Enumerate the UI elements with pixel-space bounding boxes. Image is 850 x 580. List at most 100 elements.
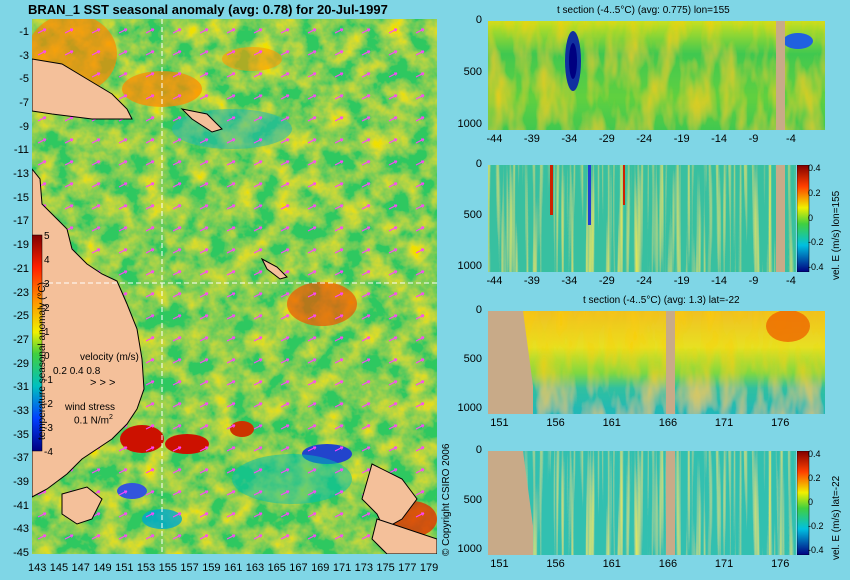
australia-land xyxy=(32,168,145,498)
section-xtick-label: 151 xyxy=(490,417,509,429)
vel-colorbar-tick: 0.2 xyxy=(808,187,821,198)
wind-legend-value: 0.1 N/m2 xyxy=(74,414,113,427)
section-xtick-label: -34 xyxy=(561,133,578,145)
wind-legend-value-text: 0.1 N/m xyxy=(74,415,110,427)
sst-colorbar-tick: 5 xyxy=(44,231,50,242)
vel-colorbar-tick: 0.4 xyxy=(808,449,821,459)
temp-section-lat-22 xyxy=(488,311,825,414)
map-ytick-label: -9 xyxy=(19,120,29,133)
section-ytick-label: 1000 xyxy=(457,402,482,415)
section-ytick-label: 500 xyxy=(463,493,482,506)
sst-colorbar-tick: 4 xyxy=(44,255,50,266)
map-xtick-label: 169 xyxy=(311,562,330,574)
panel3-title: t section (-4..5°C) (avg: 1.3) lat=-22 xyxy=(583,295,740,306)
section-xtick-label: -29 xyxy=(598,133,615,145)
section-xtick-label: 156 xyxy=(546,417,565,429)
sst-colorbar-tick: -1 xyxy=(44,375,53,386)
map-ytick-label: -31 xyxy=(13,381,29,394)
section-xtick-label: -24 xyxy=(636,133,653,145)
section-xtick-label: 161 xyxy=(602,558,621,570)
map-ytick-label: -17 xyxy=(13,215,29,228)
vel-colorbar-tick: 0 xyxy=(808,212,814,223)
map-ytick-label: -37 xyxy=(13,452,29,465)
temp-section-lon155 xyxy=(488,21,825,130)
map-xtick-label: 151 xyxy=(115,562,134,574)
section-ytick-label: 0 xyxy=(475,158,482,170)
section-xtick-label: 156 xyxy=(546,558,565,570)
sst-anomaly-map xyxy=(32,19,437,554)
map-xtick-label: 165 xyxy=(267,562,286,574)
sst-colorbar-tick: -2 xyxy=(44,399,53,410)
section-xtick-label: 171 xyxy=(714,417,734,429)
section-ytick-label: 0 xyxy=(475,14,482,26)
sst-colorbar-tick: 1 xyxy=(44,327,50,338)
section-land xyxy=(666,311,675,414)
vel-colorbar-tick: -0.2 xyxy=(808,237,824,248)
section-xtick-label: -19 xyxy=(673,133,690,145)
section-xtick-label: -4 xyxy=(786,133,796,145)
section-xtick-label: -44 xyxy=(486,133,503,145)
section-land xyxy=(776,21,785,130)
sst-colorbar-tick: -3 xyxy=(44,423,53,434)
section-xtick-label: 151 xyxy=(490,558,509,570)
map-ytick-label: -43 xyxy=(13,523,29,536)
vel-colorbar-label-lon155: vel. E (m/s) lon=155 xyxy=(831,190,842,280)
section-xtick-label: -9 xyxy=(748,133,759,145)
map-ytick-label: -45 xyxy=(13,547,29,559)
section-xtick-label: 166 xyxy=(658,417,678,429)
velocity-value-3: 0.8 xyxy=(86,366,101,377)
map-xtick-label: 177 xyxy=(398,562,417,574)
vel-section-lon155 xyxy=(488,165,796,272)
vel-colorbar-tick: 0 xyxy=(808,497,814,507)
sst-colorbar-tick: 2 xyxy=(44,303,50,314)
map-xtick-label: 159 xyxy=(202,562,221,574)
sst-colorbar-tick: 3 xyxy=(44,279,50,290)
map-ytick-label: -13 xyxy=(13,168,29,181)
section-land xyxy=(488,311,533,414)
section-ytick-label: 1000 xyxy=(457,117,482,130)
new-caledonia-land xyxy=(260,257,288,280)
section-land xyxy=(776,165,785,272)
map-ytick-label: -3 xyxy=(19,49,29,62)
map-ytick-label: -7 xyxy=(19,97,29,110)
tasmania-land xyxy=(61,486,103,525)
wind-legend-label: wind stress xyxy=(65,402,116,413)
vel-colorbar-tick: -0.2 xyxy=(808,521,824,531)
sst-colorbar xyxy=(32,234,43,452)
section-xtick-label: -39 xyxy=(523,133,540,145)
section-xtick-label: 166 xyxy=(658,558,678,570)
section-ytick-label: 0 xyxy=(475,304,482,316)
velocity-legend-values: 0.2 0.4 0.8 xyxy=(53,366,100,377)
map-ytick-label: -41 xyxy=(13,499,29,512)
map-ytick-label: -27 xyxy=(13,333,29,346)
map-ytick-label: -23 xyxy=(13,286,29,299)
section-ytick-label: 1000 xyxy=(457,543,482,556)
sst-colorbar-tick: 0 xyxy=(44,351,50,362)
section-xtick-label: -14 xyxy=(711,133,728,145)
map-title: BRAN_1 SST seasonal anomaly (avg: 0.78) … xyxy=(28,2,388,17)
map-xtick-label: 173 xyxy=(354,562,373,574)
new-guinea-land xyxy=(32,58,133,120)
velocity-legend-label: velocity (m/s) xyxy=(80,352,139,363)
map-ytick-label: -11 xyxy=(13,144,29,157)
section-xtick-label: -44 xyxy=(486,275,503,287)
section-xtick-label: 176 xyxy=(771,417,790,429)
section-ytick-label: 1000 xyxy=(457,259,482,272)
section-xtick-label: -24 xyxy=(636,275,653,287)
section-xtick-label: 161 xyxy=(602,417,621,429)
map-xtick-label: 157 xyxy=(180,562,199,574)
map-xtick-label: 149 xyxy=(93,562,112,574)
sst-colorbar-tick: -4 xyxy=(44,447,53,458)
map-ytick-label: -15 xyxy=(13,191,29,204)
map-xtick-label: 153 xyxy=(136,562,156,574)
vel-colorbar-lat-22 xyxy=(797,451,810,555)
map-ytick-label: -5 xyxy=(19,73,29,86)
section-land xyxy=(488,451,533,555)
vel-colorbar-tick: 0.4 xyxy=(808,163,821,173)
section-ytick-label: 500 xyxy=(463,353,482,366)
vel-section-lat-22 xyxy=(488,451,796,555)
map-xtick-label: 175 xyxy=(376,562,395,574)
section-xtick-label: -39 xyxy=(523,275,540,287)
section-ytick-label: 500 xyxy=(463,65,482,78)
map-xtick-label: 145 xyxy=(49,562,69,574)
